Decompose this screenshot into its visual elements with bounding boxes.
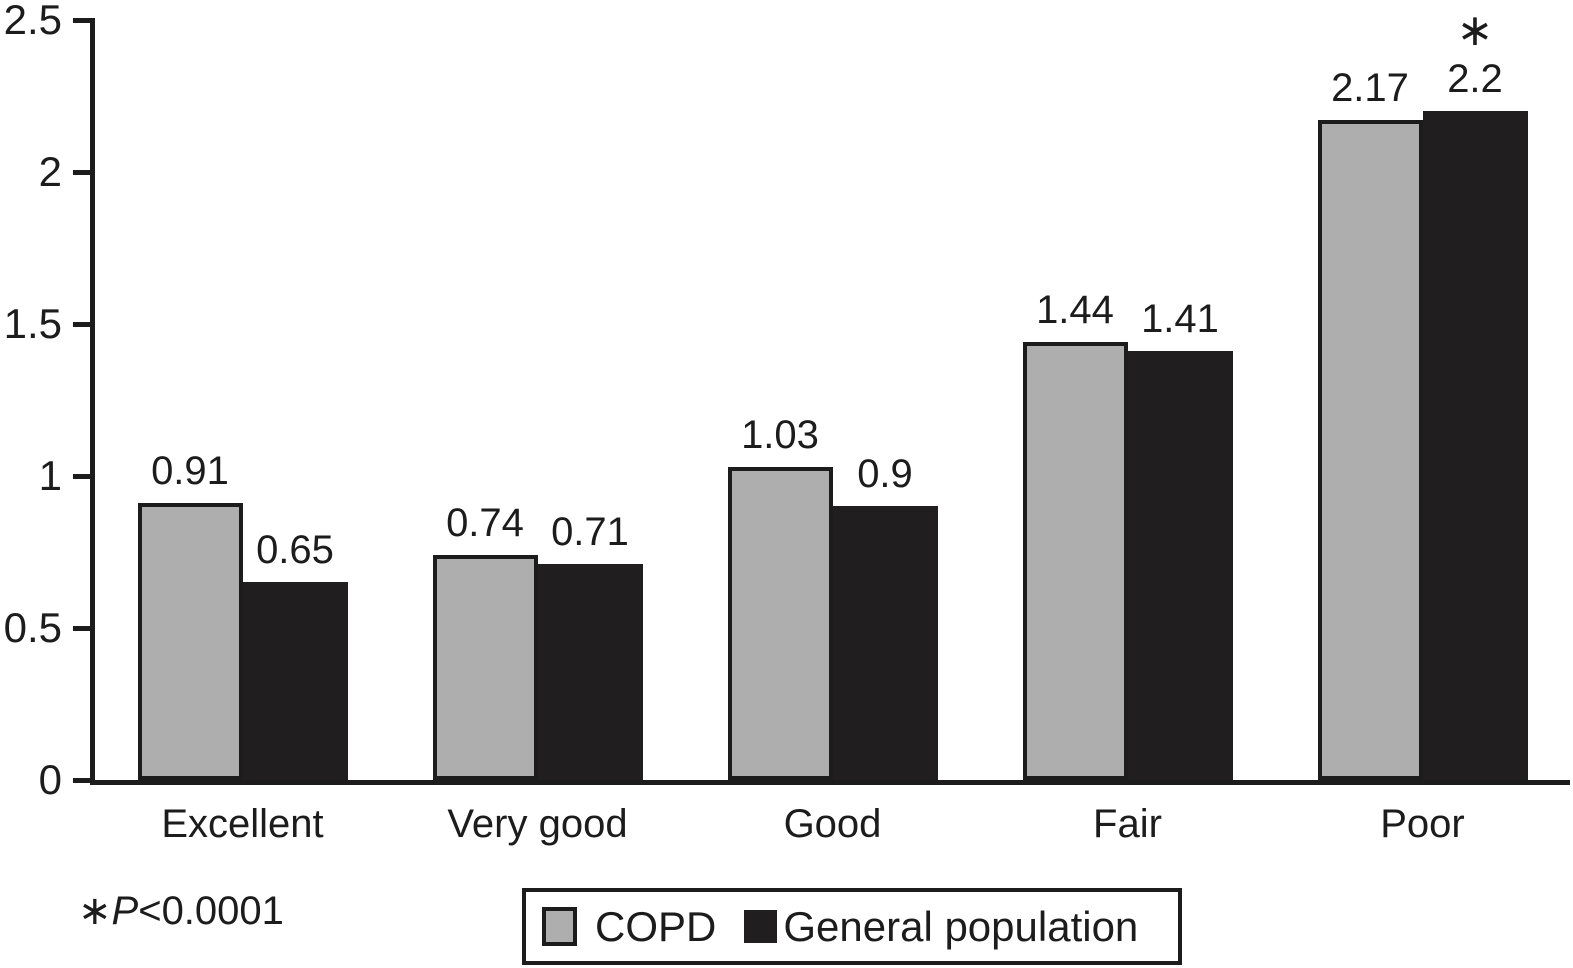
bar-copd xyxy=(1022,342,1128,780)
bar-copd xyxy=(432,555,538,780)
bar-general-population xyxy=(537,564,643,780)
y-axis-tick-label: 1 xyxy=(38,452,62,499)
bar-value-label: 0.65 xyxy=(256,528,334,573)
footnote-p-symbol: P xyxy=(111,889,139,933)
bar-copd xyxy=(1317,120,1423,780)
footnote-p-value: <0.0001 xyxy=(138,889,284,933)
significance-asterisk-icon: ∗ xyxy=(1456,6,1494,56)
x-axis-category-label: Very good xyxy=(447,802,628,846)
y-axis-tick-label: 1.5 xyxy=(3,300,62,347)
y-axis-tick xyxy=(73,17,95,23)
bar-value-label: 2.17 xyxy=(1331,66,1409,111)
bar-general-population xyxy=(1127,351,1233,780)
bar-value-label: 0.71 xyxy=(551,510,629,555)
y-axis-tick xyxy=(73,321,95,327)
y-axis-tick-label: 0 xyxy=(38,756,62,803)
plot-area xyxy=(90,20,1570,785)
y-axis-tick-label: 2 xyxy=(38,148,62,195)
legend-label-general-population: General population xyxy=(783,902,1139,950)
legend-swatch-general-population xyxy=(744,910,778,943)
legend-label-copd: COPD xyxy=(595,902,717,950)
bar-general-population xyxy=(242,582,348,780)
y-axis-tick-label: 2.5 xyxy=(3,0,62,43)
y-axis-tick xyxy=(73,473,95,479)
footnote-asterisk-icon: ∗ xyxy=(78,889,112,933)
y-axis-tick xyxy=(73,169,95,175)
x-axis-category-label: Fair xyxy=(1093,802,1162,846)
x-axis-category-label: Excellent xyxy=(161,802,324,846)
x-axis-category-label: Poor xyxy=(1380,802,1465,846)
bar-value-label: 0.91 xyxy=(151,449,229,494)
bar-value-label: 1.41 xyxy=(1141,297,1219,342)
legend: COPD General population xyxy=(522,888,1182,965)
bar-value-label: 1.44 xyxy=(1036,288,1114,333)
bar-value-label: 1.03 xyxy=(741,412,819,457)
bar-value-label: 0.74 xyxy=(446,501,524,546)
p-value-footnote: ∗P<0.0001 xyxy=(78,888,284,934)
y-axis-tick xyxy=(73,625,95,631)
bar-general-population xyxy=(832,506,938,780)
bar-copd xyxy=(727,466,833,780)
bar-value-label: 2.2 xyxy=(1447,57,1503,102)
bar-general-population xyxy=(1422,111,1528,780)
x-axis-category-label: Good xyxy=(783,802,882,846)
y-axis-tick-label: 0.5 xyxy=(3,604,62,651)
bar-copd xyxy=(137,503,243,780)
y-axis-tick xyxy=(73,777,95,783)
legend-swatch-copd xyxy=(542,907,577,946)
bar-value-label: 0.9 xyxy=(857,452,913,497)
